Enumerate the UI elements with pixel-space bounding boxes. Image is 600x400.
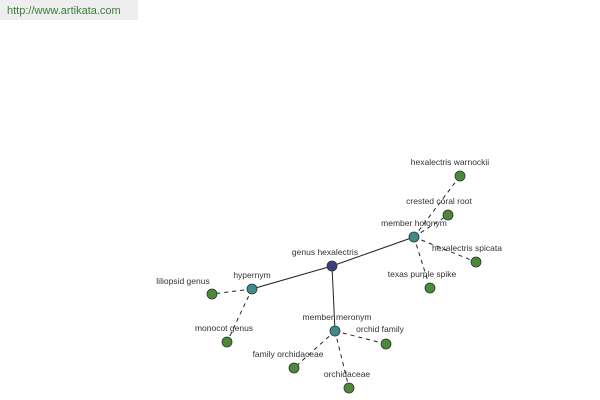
leaf-node[interactable] xyxy=(206,288,218,300)
node-label[interactable]: member holonym xyxy=(381,218,447,228)
edge xyxy=(331,236,415,267)
leaf-node[interactable] xyxy=(288,362,300,374)
node-label[interactable]: crested coral root xyxy=(406,196,472,206)
dashed-edge xyxy=(226,288,253,343)
site-url[interactable]: http://www.artikata.com xyxy=(0,0,138,20)
edge xyxy=(251,265,333,290)
dashed-edge xyxy=(334,330,350,389)
node-label[interactable]: orchid family xyxy=(356,324,404,334)
leaf-node[interactable] xyxy=(442,209,454,221)
nodes: genus hexalectris hypernym member holonym m… xyxy=(156,157,502,394)
leaf-node[interactable] xyxy=(424,282,436,294)
leaf-node[interactable] xyxy=(221,336,233,348)
edge xyxy=(331,265,336,332)
dashed-edge xyxy=(413,236,477,263)
dashed-edge xyxy=(413,236,431,289)
leaf-node[interactable] xyxy=(380,338,392,350)
node-label[interactable]: hypernym xyxy=(233,270,270,280)
edges xyxy=(211,175,477,389)
dashed-edge xyxy=(413,214,449,238)
root-node[interactable] xyxy=(326,260,338,272)
node-label[interactable]: monocot genus xyxy=(195,323,253,333)
node-label[interactable]: liliopsid genus xyxy=(156,276,209,286)
node-label[interactable]: genus hexalectris xyxy=(292,247,358,257)
leaf-node[interactable] xyxy=(454,170,466,182)
node-label[interactable]: hexalectris warnockii xyxy=(411,157,490,167)
node-label[interactable]: orchidaceae xyxy=(324,369,371,379)
node-label[interactable]: hexalectris spicata xyxy=(432,243,502,253)
rel-node[interactable] xyxy=(246,283,258,295)
dashed-edge xyxy=(334,330,387,345)
node-label[interactable]: family orchidaceae xyxy=(253,349,324,359)
node-label[interactable]: member meronym xyxy=(303,312,372,322)
dashed-edge xyxy=(293,330,336,369)
rel-node[interactable] xyxy=(408,231,420,243)
node-label[interactable]: texas purple spike xyxy=(388,269,457,279)
leaf-node[interactable] xyxy=(470,256,482,268)
rel-node[interactable] xyxy=(329,325,341,337)
dashed-edge xyxy=(211,288,253,295)
leaf-node[interactable] xyxy=(343,382,355,394)
